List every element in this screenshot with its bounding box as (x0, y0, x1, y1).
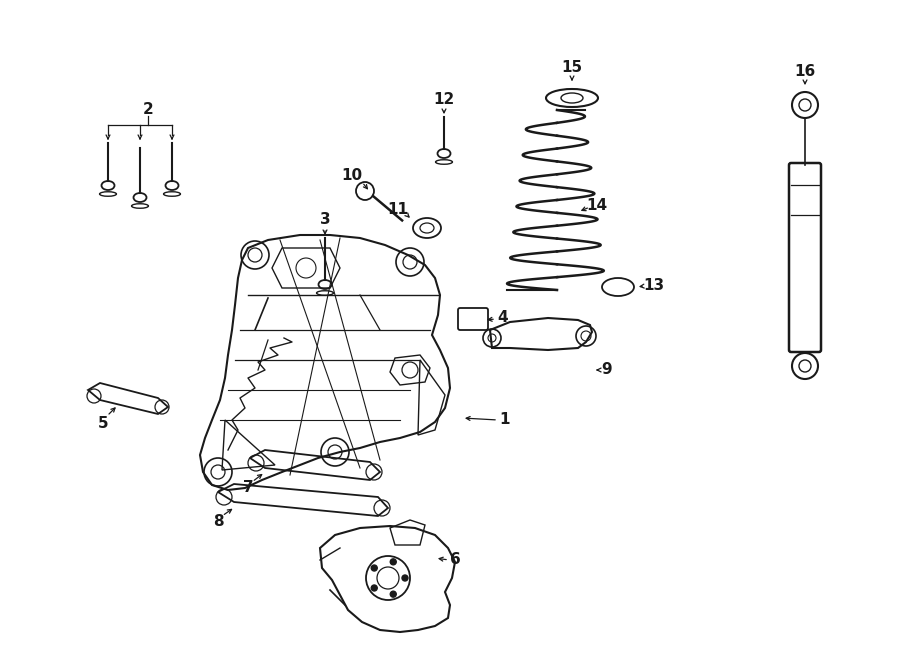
Text: 11: 11 (388, 202, 409, 217)
Text: 3: 3 (320, 212, 330, 227)
Text: 4: 4 (498, 311, 508, 325)
Text: 7: 7 (243, 479, 253, 494)
Circle shape (371, 585, 377, 591)
Text: 14: 14 (587, 198, 608, 212)
Text: 13: 13 (644, 278, 664, 293)
Circle shape (391, 559, 396, 565)
Circle shape (402, 575, 408, 581)
Text: 8: 8 (212, 514, 223, 529)
Circle shape (391, 591, 396, 597)
Text: 5: 5 (98, 416, 108, 430)
Text: 15: 15 (562, 61, 582, 75)
Text: 1: 1 (500, 412, 510, 428)
Text: 9: 9 (602, 362, 612, 377)
Text: 16: 16 (795, 65, 815, 79)
Text: 10: 10 (341, 167, 363, 182)
Text: 6: 6 (450, 553, 461, 568)
Text: 12: 12 (434, 93, 454, 108)
Text: 2: 2 (142, 102, 153, 118)
Circle shape (371, 565, 377, 571)
